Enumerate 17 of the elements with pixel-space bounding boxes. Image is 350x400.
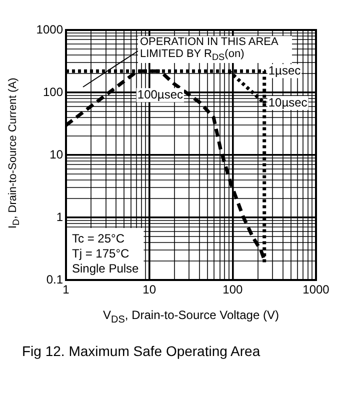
y-tick-label: 100 xyxy=(42,84,64,99)
y-tick-label: 0.1 xyxy=(46,272,64,286)
x-tick-label: 100 xyxy=(222,282,243,297)
annotation: Single Pulse xyxy=(72,261,140,276)
series-label: 1µsec xyxy=(268,63,301,78)
annotation: Tj = 175°C xyxy=(72,246,130,260)
y-tick-label: 1000 xyxy=(36,22,64,36)
text: Fig 12. Maximum Safe Operating Area xyxy=(22,343,260,359)
x-tick-label: 10 xyxy=(142,282,156,297)
y-tick-label: 10 xyxy=(50,147,64,162)
x-tick-label: 1000 xyxy=(302,282,330,297)
y-tick-label: 1 xyxy=(56,210,64,224)
series-label: 100µsec xyxy=(137,87,183,102)
series-label: 10µsec xyxy=(268,95,308,110)
annotation: Tc = 25°C xyxy=(72,231,125,246)
annotation: OPERATION IN THIS AREA LIMITED BY R$_{DS}$(on) xyxy=(138,36,292,64)
x-axis-title: V$_{DS}$, Drain-to-Source Voltage (V) xyxy=(102,308,280,326)
